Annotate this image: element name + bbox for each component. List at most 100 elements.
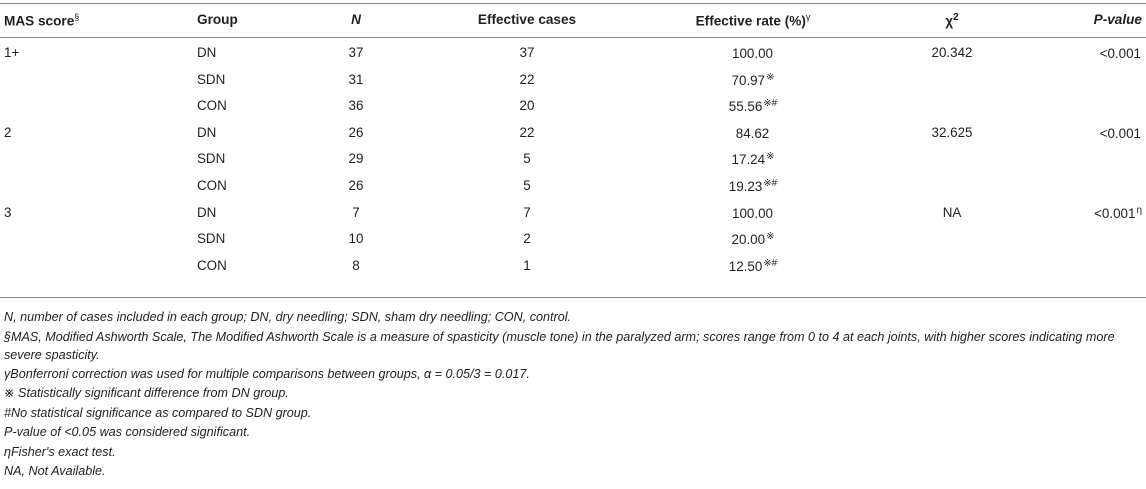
cell-chi-square-value: 20.342 (931, 45, 973, 60)
cell-effective-rate-footnote-mark: ※# (763, 178, 778, 189)
header-n: N (351, 12, 361, 27)
cell-effective-cases: 5 (523, 151, 530, 166)
cell-effective-cases-value: 2 (523, 231, 531, 247)
header-effective-cases: Effective cases (477, 12, 577, 27)
cell-group-value: SDN (197, 151, 226, 167)
table-row: CON 36 20 55.56※# (0, 94, 1146, 120)
table-row: CON 26 5 19.23※# (0, 174, 1146, 200)
table-row: 3 DN 7 7 100.00 NA <0.001η (0, 201, 1146, 227)
cell-effective-rate-footnote-mark: ※# (763, 98, 778, 110)
cell-p-value (1141, 98, 1142, 114)
header-group: Group (197, 12, 238, 27)
cell-effective-rate-value: 17.24 (731, 152, 766, 168)
footnote-not-significant-vs-sdn: #No statistical significance as compared… (4, 405, 312, 420)
cell-n: 29 (349, 151, 364, 166)
cell-n: 26 (349, 125, 364, 140)
footnote-abbreviations: N, number of cases included in each grou… (4, 310, 571, 324)
cell-effective-rate: 100.00 (732, 205, 774, 221)
cell-effective-rate-value: 70.97 (731, 72, 766, 88)
footnote-p-threshold: P-value of <0.05 was considered signific… (4, 425, 251, 439)
cell-p-value-value: <0.001 (1099, 46, 1141, 61)
cell-effective-rate-footnote-mark: ※ (766, 151, 775, 163)
cell-group-value: DN (197, 124, 217, 140)
header-effective-rate: Effective rate (%)γ (695, 12, 811, 29)
cell-n: 37 (349, 45, 364, 60)
cell-p-value: <0.001 (1100, 125, 1142, 141)
cell-n-value: 31 (348, 71, 364, 87)
cell-effective-rate: 55.56※# (729, 98, 777, 114)
cell-effective-rate-value: 12.50 (728, 258, 763, 274)
cell-mas-score-value: 1+ (4, 45, 20, 60)
cell-p-value (1141, 178, 1142, 194)
footnote-bonferroni: γBonferroni correction was used for mult… (4, 366, 530, 381)
cell-n-value: 8 (352, 257, 360, 273)
cell-p-value (1141, 151, 1142, 167)
cell-effective-cases: 22 (520, 72, 535, 87)
cell-effective-cases-value: 1 (523, 257, 531, 273)
footnote-mas: §MAS, Modified Ashworth Scale, The Modif… (4, 329, 1115, 362)
cell-effective-rate-value: 100.00 (732, 46, 773, 61)
cell-effective-rate-value: 100.00 (732, 205, 773, 221)
cell-p-value-value: <0.001 (1099, 125, 1141, 141)
cell-effective-rate-footnote-mark: ※ (766, 71, 775, 83)
cell-n-value: 26 (348, 124, 364, 140)
table-bottom-rule (0, 297, 1146, 298)
cell-group: CON (197, 178, 227, 193)
cell-effective-rate-footnote-mark: ※# (763, 257, 778, 269)
cell-effective-cases-value: 37 (519, 45, 535, 60)
table-top-rule (0, 3, 1146, 4)
cell-n-value: 7 (352, 204, 360, 220)
cell-group: SDN (197, 72, 225, 87)
table-row: CON 8 1 12.50※# (0, 254, 1146, 280)
cell-effective-rate: 84.62 (736, 125, 771, 141)
cell-n: 10 (349, 231, 364, 246)
cell-effective-rate: 17.24※ (732, 151, 775, 167)
cell-effective-cases: 37 (520, 45, 535, 60)
cell-n: 8 (352, 258, 359, 273)
header-chi-exponent: 2 (953, 12, 959, 23)
cell-p-value (1141, 72, 1142, 88)
cell-n-value: 36 (348, 98, 364, 114)
cell-effective-rate-value: 84.62 (735, 125, 770, 141)
cell-effective-cases: 7 (523, 205, 530, 220)
cell-chi-square: NA (943, 205, 962, 220)
cell-effective-cases: 22 (520, 125, 535, 140)
cell-p-value: <0.001 (1100, 45, 1142, 61)
footnote-fisher: ηFisher's exact test. (4, 444, 116, 459)
cell-group-value: SDN (197, 231, 226, 247)
cell-effective-rate: 19.23※# (729, 178, 777, 194)
cell-group: SDN (197, 151, 225, 166)
cell-group: DN (197, 125, 216, 140)
cell-group-value: CON (197, 178, 227, 193)
cell-effective-cases: 5 (523, 178, 530, 193)
cell-n: 31 (349, 72, 364, 87)
cell-group: DN (197, 205, 216, 220)
table-row: 1+ DN 37 37 100.00 20.342 <0.001 (0, 41, 1146, 67)
cell-n-value: 10 (348, 231, 364, 247)
cell-p-value: <0.001η (1094, 205, 1142, 221)
cell-n-value: 29 (348, 151, 364, 167)
table-row: SDN 31 22 70.97※ (0, 68, 1146, 94)
cell-effective-cases-value: 5 (523, 178, 531, 193)
table-row: 2 DN 26 22 84.62 32.625 <0.001 (0, 121, 1146, 147)
cell-effective-cases: 2 (523, 231, 530, 246)
cell-p-value (1141, 231, 1142, 247)
cell-effective-rate: 70.97※ (732, 72, 775, 88)
table-row: SDN 29 5 17.24※ (0, 147, 1146, 173)
cell-chi-square-value: NA (942, 204, 962, 220)
cell-n: 26 (349, 178, 364, 193)
cell-group: CON (197, 258, 227, 273)
header-mas-footnote-mark: § (74, 12, 80, 22)
cell-effective-rate-footnote-mark: ※ (766, 231, 775, 243)
cell-effective-rate: 12.50※# (729, 258, 777, 274)
cell-group: CON (197, 98, 227, 113)
header-chi-square: χ2 (945, 12, 959, 29)
cell-n-value: 37 (348, 45, 364, 60)
cell-effective-rate: 100.00 (732, 45, 774, 61)
cell-effective-rate-value: 19.23 (728, 179, 763, 194)
cell-p-value (1141, 258, 1142, 274)
cell-group-value: DN (197, 45, 217, 60)
cell-effective-cases: 1 (523, 258, 530, 273)
cell-chi-square: 32.625 (932, 125, 973, 140)
cell-effective-cases-value: 5 (523, 151, 531, 167)
